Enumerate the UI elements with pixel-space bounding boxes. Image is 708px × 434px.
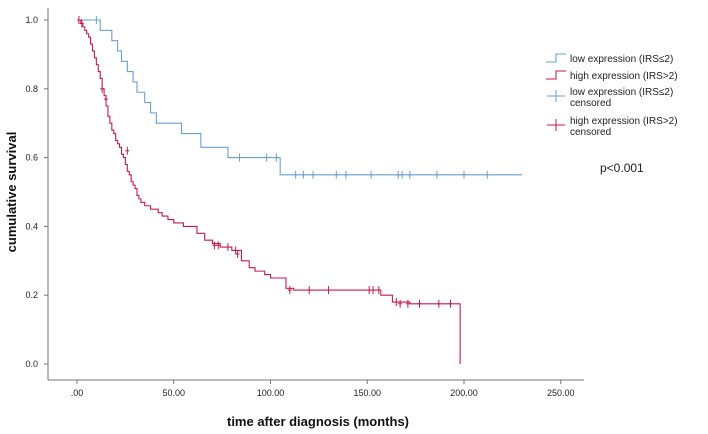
p-value-annotation: p<0.001: [600, 161, 644, 175]
high-censor-mark: [216, 241, 221, 250]
low-censor-mark: [434, 170, 439, 179]
high-censor-mark: [376, 286, 381, 295]
high-censor-mark: [125, 146, 130, 155]
censor-marks: [76, 16, 490, 308]
high-censor-mark: [235, 249, 240, 258]
high-censor-mark: [212, 241, 217, 250]
y-tick-label: 1.0: [25, 15, 38, 25]
low-censor-mark: [400, 170, 405, 179]
high-censor-mark: [233, 246, 238, 255]
y-tick-label: 0.8: [25, 84, 38, 94]
high-expression-curve: [77, 19, 461, 364]
legend-low-censor-icon: [547, 90, 565, 102]
survival-curves: [77, 19, 523, 364]
low-censor-mark: [274, 153, 279, 162]
high-censor-mark: [405, 299, 410, 308]
low-censor-mark: [396, 170, 401, 179]
high-censor-mark: [436, 299, 441, 308]
legend-high-label: high expression (IRS>2): [570, 71, 678, 82]
high-censor-mark: [287, 286, 292, 295]
x-tick-label: 200.00: [450, 388, 478, 398]
low-censor-mark: [237, 153, 242, 162]
legend-high-censor-icon: [547, 119, 565, 131]
high-censor-mark: [371, 286, 376, 295]
high-censor-mark: [367, 286, 372, 295]
low-censor-mark: [462, 170, 466, 179]
x-tick-label: 50.00: [162, 388, 185, 398]
legend-high-line-icon: [546, 70, 566, 80]
high-censor-mark: [76, 16, 81, 24]
low-censor-mark: [369, 170, 374, 179]
axes: .00 50.00 100.00 150.00 200.00 250.00 0.0 0.2 0.…: [25, 8, 584, 398]
low-censor-mark: [343, 170, 348, 179]
legend-low-censored-label: low expression (IRS≤2) censored: [570, 87, 673, 109]
high-censor-mark: [417, 299, 422, 308]
high-censor-mark: [104, 95, 109, 104]
y-tick-label: 0.6: [25, 153, 38, 163]
y-tick-label: 0.4: [25, 221, 38, 231]
x-tick-label: 250.00: [547, 388, 575, 398]
low-expression-curve: [77, 19, 523, 176]
high-censor-mark: [79, 19, 84, 28]
low-censor-mark: [407, 170, 412, 179]
y-tick-label: 0.2: [25, 290, 38, 300]
low-censor-mark: [94, 16, 99, 24]
high-censor-mark: [225, 243, 230, 252]
x-tick-label: 100.00: [257, 388, 285, 398]
y-tick-label: 0.0: [25, 359, 38, 369]
legend: low expression (IRS≤2) high expression (I…: [546, 53, 678, 138]
legend-low-line-icon: [546, 53, 566, 63]
low-censor-mark: [485, 170, 490, 179]
low-censor-mark: [293, 170, 298, 179]
legend-low-label: low expression (IRS≤2): [570, 54, 673, 65]
low-censor-mark: [311, 170, 316, 179]
high-censor-mark: [394, 298, 399, 307]
low-censor-mark: [334, 170, 339, 179]
legend-high-censored-label: high expression (IRS>2) censored: [570, 116, 678, 138]
low-censor-mark: [264, 153, 269, 162]
high-censor-mark: [398, 299, 403, 308]
low-censor-mark: [301, 170, 306, 179]
x-axis-title: time after diagnosis (months): [227, 414, 409, 429]
y-axis-title: cumulative survival: [4, 132, 19, 253]
x-tick-label: .00: [71, 388, 84, 398]
x-tick-label: 150.00: [353, 388, 381, 398]
high-censor-mark: [100, 84, 105, 93]
high-censor-mark: [307, 286, 312, 295]
high-censor-mark: [326, 286, 331, 295]
high-censor-mark: [448, 299, 453, 308]
